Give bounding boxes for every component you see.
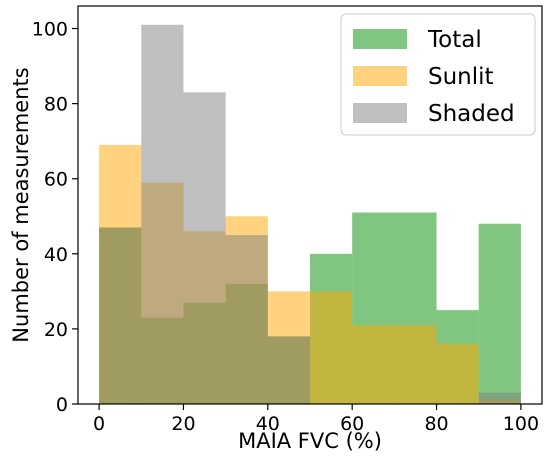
bar-sunlit-50 — [310, 291, 353, 404]
bar-shaded-40 — [267, 336, 310, 404]
bar-total-90 — [478, 223, 521, 404]
y-tick-label: 0 — [56, 394, 68, 416]
bar-sunlit-80 — [436, 343, 479, 404]
legend-swatch-total — [353, 29, 407, 49]
y-axis-label: Number of measurements — [9, 67, 33, 342]
x-tick-label: 0 — [93, 413, 105, 435]
legend-label-shaded: Shaded — [428, 101, 515, 127]
bar-shaded-20 — [183, 92, 226, 404]
x-axis-label: MAIA FVC (%) — [238, 429, 382, 453]
x-tick-label: 20 — [171, 413, 195, 435]
x-tick-label: 100 — [503, 413, 539, 435]
y-tick-label: 80 — [44, 94, 68, 116]
series-shaded — [99, 24, 521, 404]
y-tick-label: 40 — [44, 244, 68, 266]
bar-sunlit-60 — [352, 325, 395, 404]
y-axis-ticks: 0 20 40 60 80 100 — [32, 19, 78, 416]
plot-frame — [77, 5, 543, 405]
y-tick-label: 20 — [44, 319, 68, 341]
y-tick-label: 100 — [32, 19, 68, 41]
bar-shaded-10 — [141, 24, 184, 404]
x-tick-label: 60 — [340, 413, 364, 435]
legend: Total Sunlit Shaded — [340, 13, 536, 136]
y-tick-label: 60 — [44, 169, 68, 191]
legend-label-sunlit: Sunlit — [428, 64, 494, 90]
legend-swatch-sunlit — [353, 66, 407, 86]
x-tick-label: 80 — [424, 413, 448, 435]
legend-swatch-shaded — [353, 103, 407, 123]
bar-shaded-90 — [478, 392, 521, 404]
bars-layer — [99, 24, 521, 404]
bar-sunlit-70 — [394, 325, 437, 404]
x-axis-ticks: 0 20 40 60 80 100 — [93, 404, 539, 435]
bar-shaded-0 — [99, 227, 142, 404]
legend-label-total: Total — [427, 27, 482, 53]
bar-shaded-30 — [225, 235, 268, 404]
x-tick-label: 40 — [256, 413, 280, 435]
